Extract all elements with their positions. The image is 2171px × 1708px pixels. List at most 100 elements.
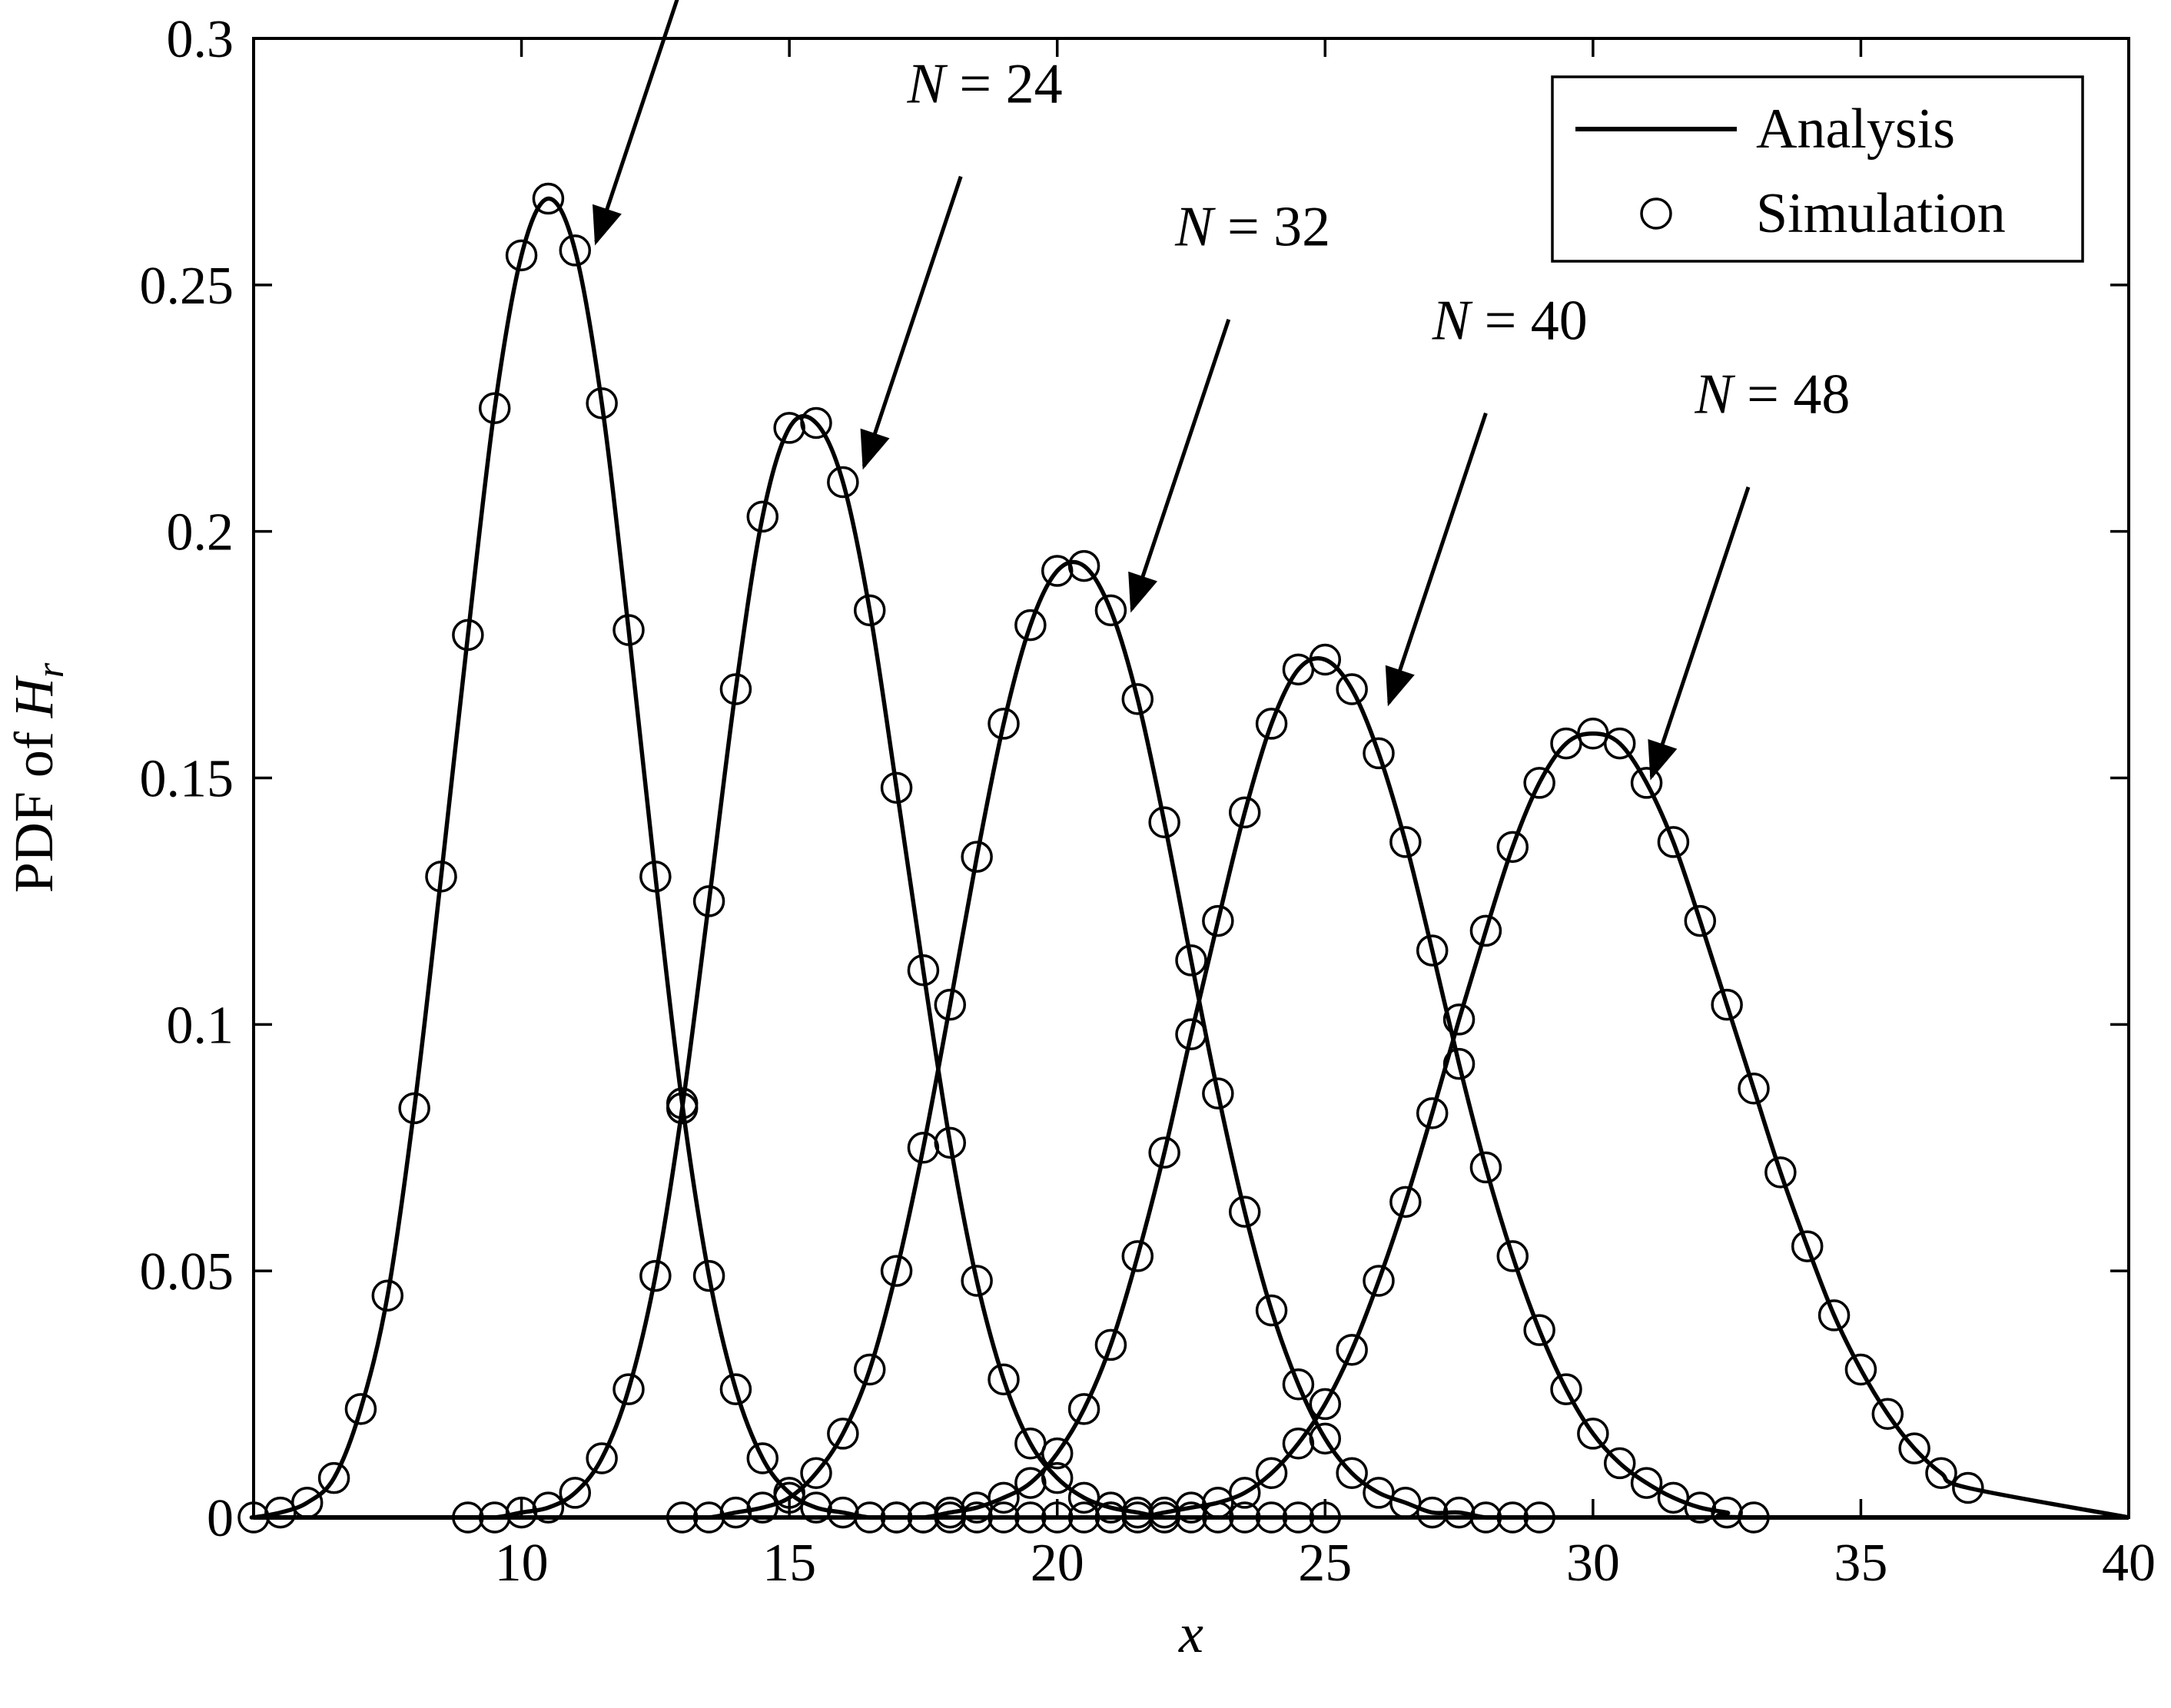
simulation-point-N40: [1630, 1467, 1663, 1499]
simulation-point-N40: [1148, 1136, 1180, 1169]
simulation-point-N48: [1630, 767, 1663, 799]
simulation-point-N48: [1469, 914, 1502, 947]
legend-label-simulation: Simulation: [1756, 182, 2006, 245]
legend-simulation-marker-swatch: [1640, 197, 1672, 230]
annotation-n-value: = 48: [1733, 363, 1851, 426]
annotation-label-N32: N = 32: [1174, 196, 1330, 259]
y-axis-label-var: H: [3, 675, 65, 718]
y-tick-label-0.05: 0.05: [140, 1242, 234, 1302]
simulation-point-N48: [1684, 904, 1717, 937]
legend-box: [1551, 75, 2084, 263]
simulation-point-N32: [988, 708, 1020, 740]
simulation-point-N40: [1094, 1328, 1127, 1361]
y-tick-label-0.1: 0.1: [167, 996, 234, 1055]
simulation-point-N16: [827, 1496, 859, 1529]
simulation-point-N40: [1336, 673, 1368, 705]
simulation-point-N32: [1442, 1496, 1476, 1529]
x-tick-label-10: 10: [495, 1534, 549, 1593]
annotation-label-N48: N = 48: [1694, 363, 1850, 426]
simulation-point-N16: [398, 1092, 430, 1125]
simulation-point-N32: [1309, 1422, 1342, 1455]
simulation-point-N24: [692, 885, 725, 917]
simulation-point-N16: [452, 619, 484, 652]
simulation-point-N40: [988, 1481, 1020, 1514]
simulation-point-N24: [746, 500, 779, 533]
simulation-point-N40: [1577, 1418, 1609, 1450]
simulation-point-N16: [344, 1393, 377, 1425]
simulation-point-N48: [1389, 1186, 1422, 1219]
simulation-point-N32: [853, 1353, 886, 1386]
simulation-point-N48: [1738, 1073, 1770, 1105]
annotation-n-symbol: N: [1432, 289, 1473, 352]
simulation-point-N40: [1067, 1393, 1100, 1425]
simulation-point-N32: [1255, 1294, 1288, 1327]
simulation-point-N16: [692, 1259, 725, 1292]
annotation-arrow-N40: [1385, 412, 1488, 707]
simulation-point-N32: [907, 1132, 940, 1164]
simulation-point-N48: [1898, 1432, 1930, 1464]
legend-label-analysis: Analysis: [1756, 98, 1955, 161]
simulation-point-N16: [639, 861, 672, 893]
x-tick-label-15: 15: [762, 1534, 816, 1593]
simulation-point-N16: [505, 239, 538, 272]
simulation-point-N24: [719, 673, 752, 705]
simulation-point-N40: [1469, 1151, 1502, 1184]
simulation-point-N48: [1817, 1299, 1851, 1332]
simulation-point-N48: [1175, 1491, 1207, 1524]
simulation-point-N32: [1094, 594, 1127, 627]
simulation-point-N32: [1175, 944, 1207, 977]
n-annotations: N = 16N = 24N = 32N = 40N = 48: [593, 0, 1850, 781]
simulation-point-N48: [1871, 1398, 1904, 1430]
simulation-point-N24: [853, 594, 886, 627]
y-tick-label-0.15: 0.15: [140, 750, 234, 809]
simulation-point-N48: [1496, 831, 1529, 864]
simulation-point-N48: [1416, 1097, 1449, 1129]
simulation-point-N16: [719, 1373, 752, 1405]
simulation-point-N32: [1336, 1457, 1368, 1489]
simulation-point-N24: [773, 412, 805, 444]
simulation-point-N24: [666, 1092, 699, 1125]
simulation-point-N48: [1523, 767, 1555, 799]
simulation-point-N48: [1282, 1428, 1315, 1460]
simulation-point-N16: [317, 1461, 350, 1494]
x-tick-label-30: 30: [1566, 1534, 1620, 1593]
simulation-point-N40: [1442, 1047, 1476, 1080]
simulation-point-N40: [1255, 708, 1288, 740]
simulation-point-N24: [988, 1363, 1020, 1396]
y-tick-label-0.3: 0.3: [167, 10, 234, 69]
y-axis-label-prefix: PDF of: [3, 718, 65, 893]
x-tick-label-40: 40: [2102, 1534, 2156, 1593]
annotation-arrow-N24: [860, 175, 963, 470]
simulation-point-N24: [880, 771, 913, 804]
simulation-point-N48: [1442, 1003, 1476, 1036]
simulation-point-N24: [559, 1477, 592, 1509]
simulation-point-N32: [1282, 1368, 1315, 1401]
simulation-point-N40: [1363, 737, 1395, 770]
simulation-point-N48: [1657, 826, 1690, 858]
simulation-point-N32: [880, 1255, 913, 1287]
simulation-point-N24: [586, 1442, 618, 1474]
simulation-point-N32: [1041, 555, 1074, 587]
x-tick-label-35: 35: [1834, 1534, 1887, 1593]
annotation-n-symbol: N: [907, 52, 948, 115]
simulation-point-N48: [1228, 1477, 1261, 1509]
annotation-label-N40: N = 40: [1432, 289, 1588, 352]
simulation-point-N40: [1175, 1018, 1207, 1050]
simulation-point-N24: [612, 1373, 645, 1405]
simulation-point-N48: [1336, 1334, 1368, 1366]
simulation-point-N32: [934, 988, 967, 1021]
simulation-point-N40: [1711, 1496, 1743, 1529]
annotation-n-value: = 40: [1470, 289, 1588, 352]
simulation-point-N16: [559, 234, 592, 267]
simulation-point-N48: [1764, 1156, 1797, 1189]
simulation-point-N40: [1121, 1240, 1154, 1272]
annotation-n-value: = 24: [945, 52, 1063, 115]
y-axis-label-subscript: r: [28, 662, 71, 678]
simulation-point-N40: [1603, 1447, 1636, 1480]
simulation-point-N48: [1603, 727, 1636, 760]
simulation-point-N32: [1202, 1077, 1234, 1109]
simulation-point-N48: [1309, 1388, 1342, 1421]
simulation-point-N16: [425, 861, 457, 893]
simulation-point-N32: [827, 1418, 859, 1450]
